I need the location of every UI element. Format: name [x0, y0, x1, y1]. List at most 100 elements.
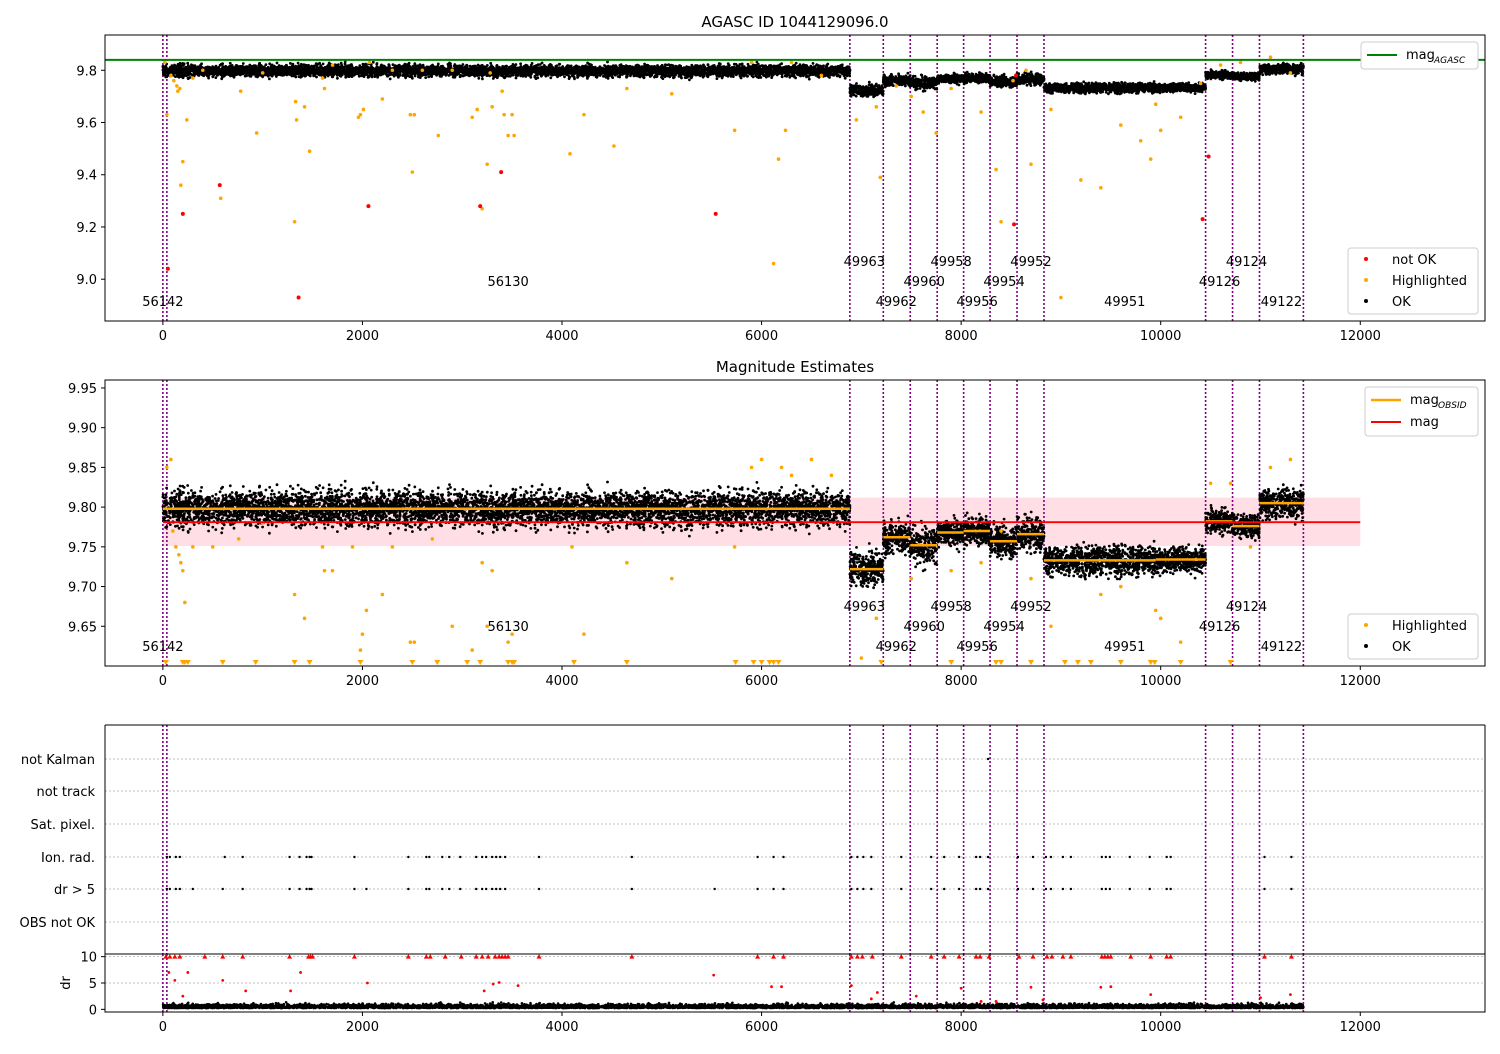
agasc-ok-point: [245, 65, 248, 68]
agasc-ok-point: [268, 78, 271, 81]
agasc-ok-point: [801, 65, 804, 68]
agasc-ok-point: [808, 78, 811, 81]
agasc-ok-point: [534, 76, 537, 79]
agasc-ok-point: [186, 62, 189, 65]
agasc-ok-point: [707, 63, 710, 66]
agasc-ok-point: [358, 75, 361, 78]
agasc-ok-point: [690, 64, 693, 67]
agasc-ok-point: [276, 62, 279, 65]
agasc-ok-point: [722, 66, 725, 69]
agasc-ok-point: [718, 62, 721, 65]
agasc-ok-point: [620, 65, 623, 68]
agasc-ok-point: [242, 62, 245, 65]
agasc-ok-point: [596, 76, 599, 79]
agasc-ok-point: [423, 66, 426, 69]
agasc-ok-point: [649, 73, 652, 76]
agasc-ok-point: [457, 65, 460, 68]
agasc-ok-point: [781, 75, 784, 78]
top-chart-title: AGASC ID 1044129096.0: [701, 13, 888, 31]
agasc-ok-point: [268, 62, 271, 65]
agasc-ok-point: [814, 74, 817, 77]
agasc-ok-point: [414, 75, 417, 78]
agasc-ok-point: [297, 62, 300, 65]
agasc-ok-point: [846, 74, 849, 77]
agasc-ok-point: [555, 64, 558, 67]
agasc-ok-point: [187, 77, 190, 80]
agasc-ok-point: [664, 63, 667, 66]
agasc-ok-point: [413, 62, 416, 65]
agasc-ok-point: [397, 76, 400, 79]
agasc-ok-point: [473, 75, 476, 78]
agasc-ok-point: [449, 62, 452, 65]
agasc-ok-point: [328, 64, 331, 67]
agasc-ok-point: [435, 74, 438, 77]
agasc-ok-point: [549, 76, 552, 79]
agasc-ok-point: [733, 63, 736, 66]
agasc-ok-point: [481, 78, 484, 81]
agasc-ok-point: [336, 77, 339, 80]
agasc-ok-point: [839, 75, 842, 78]
agasc-ok-point: [676, 66, 679, 69]
agasc-plot-area: [105, 35, 1485, 321]
agasc-ok-point: [365, 63, 368, 66]
agasc-ok-point: [542, 66, 545, 69]
agasc-ok-point: [756, 61, 759, 64]
agasc-ok-point: [535, 66, 538, 69]
agasc-ok-point: [464, 65, 467, 68]
agasc-ok-point: [198, 74, 201, 77]
agasc-ok-point: [372, 61, 375, 64]
agasc-ok-point: [679, 65, 682, 68]
agasc-ok-point: [245, 74, 248, 77]
agasc-ok-point: [792, 75, 795, 78]
agasc-ok-point: [696, 64, 699, 67]
agasc-ok-point: [375, 63, 378, 66]
agasc-ok-point: [358, 64, 361, 67]
agasc-ok-point: [447, 65, 450, 68]
agasc-ok-point: [335, 64, 338, 67]
agasc-ok-point: [565, 66, 568, 69]
agasc-ok-point: [573, 76, 576, 79]
agasc-ok-point: [469, 65, 472, 68]
agasc-ok-point: [477, 77, 480, 80]
agasc-ok-point: [531, 62, 534, 65]
agasc-ok-point: [636, 64, 639, 67]
agasc-ok-point: [538, 68, 541, 71]
agasc-ok-point: [567, 68, 570, 71]
agasc-ok-point: [606, 61, 609, 64]
agasc-ok-point: [433, 72, 436, 75]
agasc-ok-point: [536, 76, 539, 79]
agasc-ok-point: [656, 75, 659, 78]
agasc-ok-point: [625, 75, 628, 78]
agasc-ok-point: [558, 63, 561, 66]
agasc-ok-point: [316, 66, 319, 69]
agasc-ok-point: [599, 74, 602, 77]
agasc-ok-point: [367, 76, 370, 79]
agasc-ok-point: [815, 64, 818, 67]
agasc-ok-point: [812, 62, 815, 65]
agasc-ok-point: [519, 62, 522, 65]
agasc-ok-point: [424, 76, 427, 79]
agasc-ok-point: [746, 74, 749, 77]
agasc-ok-point: [191, 74, 194, 77]
agasc-ok-point: [412, 65, 415, 68]
agasc-ok-point: [589, 63, 592, 66]
agasc-ok-point: [322, 63, 325, 66]
agasc-ok-point: [741, 63, 744, 66]
agasc-ok-point: [294, 76, 297, 79]
agasc-ok-point: [214, 76, 217, 79]
agasc-ok-point: [844, 77, 847, 80]
agasc-ok-point: [780, 62, 783, 65]
agasc-ok-point: [716, 77, 719, 80]
agasc-ok-point: [515, 73, 518, 76]
mid-chart-title: Magnitude Estimates: [716, 358, 874, 376]
agasc-ok-point: [743, 74, 746, 77]
agasc-ok-point: [684, 76, 687, 79]
agasc-ok-point: [473, 65, 476, 68]
agasc-ok-point: [825, 65, 828, 68]
agasc-ok-point: [611, 76, 614, 79]
agasc-ok-point: [334, 70, 337, 73]
agasc-ok-point: [515, 77, 518, 80]
agasc-ok-point: [233, 76, 236, 79]
agasc-ok-point: [672, 64, 675, 67]
